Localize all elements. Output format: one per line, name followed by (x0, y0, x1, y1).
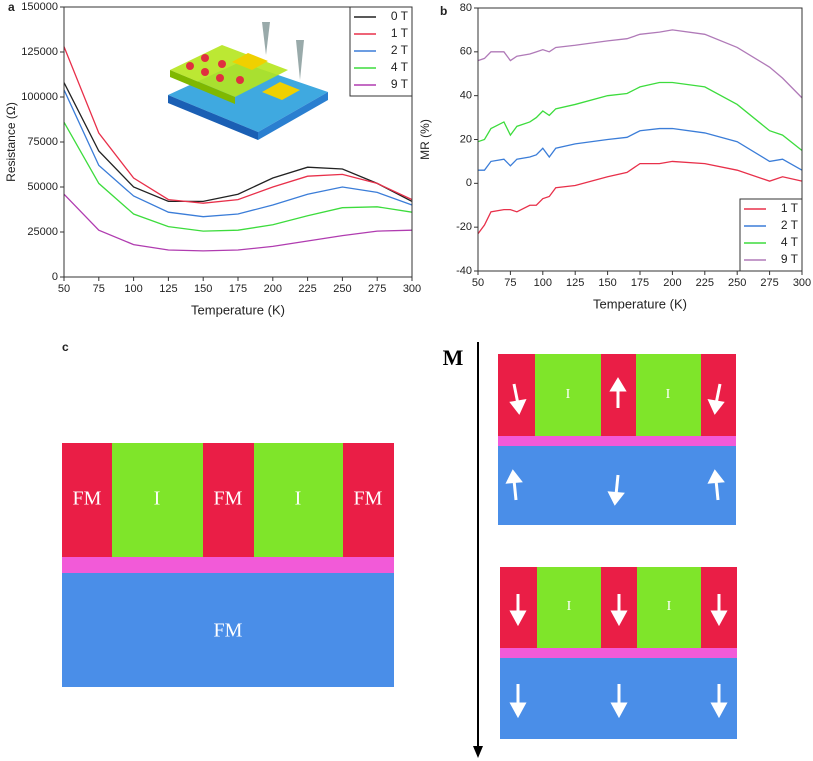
y-axis-title: MR (%) (418, 119, 432, 160)
x-tick-label: 100 (124, 283, 142, 295)
x-tick-label: 125 (159, 283, 177, 295)
x-tick-label: 75 (93, 283, 105, 295)
layer-label: I (667, 599, 672, 614)
x-tick-label: 175 (631, 277, 649, 289)
panel-label: b (440, 4, 447, 18)
y-tick-label: 75000 (27, 136, 58, 148)
x-tick-label: 200 (663, 277, 681, 289)
y-tick-label: -40 (456, 265, 472, 277)
x-tick-label: 225 (298, 283, 316, 295)
x-tick-label: 250 (728, 277, 746, 289)
axis-label: M (443, 345, 464, 370)
layer-label: FM (214, 488, 243, 510)
legend-label: 1 T (391, 26, 409, 40)
series-line (478, 127, 803, 171)
left-diagram: FM I FM I FM FM (62, 443, 394, 687)
layer-label: FM (354, 488, 383, 510)
series-line (477, 29, 803, 99)
y-tick-label: 0 (52, 271, 58, 283)
y-tick-label: 25000 (27, 226, 58, 238)
inset-device (168, 22, 328, 140)
field-axis: M (443, 342, 483, 758)
layer-label: I (566, 387, 571, 402)
panel-label: c (62, 340, 69, 354)
legend-label: 2 T (781, 218, 799, 232)
x-tick-label: 50 (58, 283, 70, 295)
layer-label: I (154, 488, 161, 510)
x-tick-label: 50 (472, 277, 484, 289)
x-tick-label: 300 (403, 283, 421, 295)
panel-label: a (8, 0, 15, 14)
layer-label: I (666, 387, 671, 402)
x-tick-label: 275 (368, 283, 386, 295)
legend-label: 4 T (781, 235, 799, 249)
legend-label: 9 T (391, 77, 409, 91)
series-line (63, 121, 413, 232)
x-tick-label: 150 (194, 283, 212, 295)
plot-frame (477, 7, 803, 272)
legend-label: 2 T (391, 43, 409, 57)
x-tick-label: 300 (793, 277, 811, 289)
legend-label: 0 T (391, 9, 409, 23)
layer-label: FM (73, 488, 102, 510)
layer-label: FM (214, 620, 243, 642)
x-tick-label: 100 (534, 277, 552, 289)
y-tick-label: 150000 (21, 1, 58, 13)
series-line (63, 82, 413, 203)
series-line (477, 81, 803, 151)
x-tick-label: 225 (696, 277, 714, 289)
x-tick-label: 125 (566, 277, 584, 289)
layer-label: I (567, 599, 572, 614)
upper-diagram: I I (498, 354, 736, 525)
y-tick-label: 0 (466, 177, 472, 189)
y-tick-label: 40 (460, 90, 472, 102)
y-axis-title: Resistance (Ω) (4, 102, 18, 182)
x-tick-label: 75 (504, 277, 516, 289)
x-tick-label: 175 (229, 283, 247, 295)
x-axis-title: Temperature (K) (191, 302, 285, 317)
y-tick-label: 80 (460, 2, 472, 14)
lower-diagram: I I (500, 567, 737, 739)
series-line (477, 160, 803, 235)
legend-label: 9 T (781, 252, 799, 266)
legend-box (739, 198, 803, 272)
legend-label: 4 T (391, 60, 409, 74)
y-tick-label: -20 (456, 221, 472, 233)
y-tick-label: 125000 (21, 46, 58, 58)
y-tick-label: 20 (460, 133, 472, 145)
series-line (63, 46, 413, 204)
layer-label: I (295, 488, 302, 510)
series-line (63, 89, 413, 218)
x-tick-label: 250 (333, 283, 351, 295)
x-tick-label: 200 (264, 283, 282, 295)
y-tick-label: 100000 (21, 91, 58, 103)
x-tick-label: 275 (760, 277, 778, 289)
x-tick-label: 150 (598, 277, 616, 289)
series-line (63, 193, 413, 252)
x-axis-title: Temperature (K) (593, 296, 687, 311)
y-tick-label: 50000 (27, 181, 58, 193)
legend-label: 1 T (781, 201, 799, 215)
plot-frame (63, 6, 413, 278)
y-tick-label: 60 (460, 46, 472, 58)
